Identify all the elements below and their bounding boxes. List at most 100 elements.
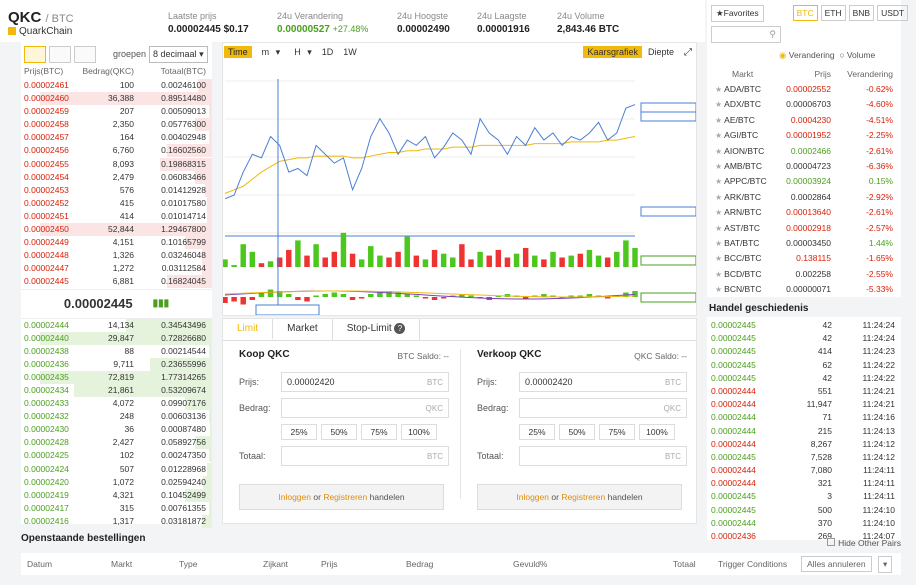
market-row[interactable]: ★ ADA/BTC 0.00002552 -0.62%: [707, 82, 897, 97]
orderbook-row[interactable]: 0.00002452 415 0.01017580: [21, 196, 212, 210]
market-row[interactable]: ★ AST/BTC 0.00002918 -2.57%: [707, 221, 897, 236]
star-icon[interactable]: ★: [715, 177, 723, 187]
orderbook-row[interactable]: 0.00002448 1,326 0.03246048: [21, 249, 212, 263]
buy-100-button[interactable]: 100%: [401, 424, 437, 440]
star-icon[interactable]: ★: [715, 115, 723, 125]
star-icon[interactable]: ★: [715, 146, 723, 156]
orderbook-row[interactable]: 0.00002450 52,844 1.29467800: [21, 223, 212, 237]
star-icon[interactable]: ★: [715, 285, 723, 295]
tab-market[interactable]: Market: [273, 319, 333, 340]
orderbook-row[interactable]: 0.00002424 507 0.01228968: [21, 462, 212, 476]
star-icon[interactable]: ★: [715, 254, 723, 264]
buy-50-button[interactable]: 50%: [321, 424, 357, 440]
star-icon[interactable]: ★: [715, 131, 723, 141]
orderbook-row[interactable]: 0.00002449 4,151 0.10165799: [21, 236, 212, 250]
orderbook-row[interactable]: 0.00002461 100 0.00246100: [21, 79, 212, 92]
buy-75-button[interactable]: 75%: [361, 424, 397, 440]
interval-week[interactable]: 1W: [343, 47, 357, 57]
market-row[interactable]: ★ BCD/BTC 0.002258 -2.55%: [707, 267, 897, 282]
orderbook-row[interactable]: 0.00002459 207 0.00509013: [21, 105, 212, 119]
orderbook-row[interactable]: 0.00002444 14,134 0.34543496: [21, 318, 212, 332]
col-market[interactable]: Markt: [732, 69, 754, 79]
star-icon[interactable]: ★: [715, 161, 723, 171]
chart-canvas[interactable]: [222, 61, 697, 316]
orderbook-row[interactable]: 0.00002430 36 0.00087480: [21, 423, 212, 437]
interval-minute[interactable]: m ▾: [261, 46, 281, 57]
radio-change[interactable]: ◉ Verandering: [779, 50, 835, 60]
orderbook-row[interactable]: 0.00002432 248 0.00603136: [21, 410, 212, 424]
orderbook-row[interactable]: 0.00002433 4,072 0.09907176: [21, 397, 212, 411]
quote-eth[interactable]: ETH: [820, 5, 846, 21]
market-row[interactable]: ★ AGI/BTC 0.00001952 -2.25%: [707, 128, 897, 143]
coin-name[interactable]: QuarkChain: [8, 26, 72, 37]
orderbook-row[interactable]: 0.00002425 102 0.00247350: [21, 449, 212, 463]
orderbook-row[interactable]: 0.00002436 9,711 0.23655996: [21, 357, 212, 371]
tab-limit[interactable]: Limit: [223, 319, 274, 340]
quote-btc[interactable]: BTC: [792, 5, 818, 21]
orderbook-row[interactable]: 0.00002453 576 0.01412928: [21, 183, 212, 197]
sell-100-button[interactable]: 100%: [639, 424, 675, 440]
market-row[interactable]: ★ ADX/BTC 0.00006703 -4.60%: [707, 97, 897, 112]
star-icon[interactable]: ★: [715, 100, 723, 110]
search-input[interactable]: ⚲: [711, 26, 781, 43]
buy-login-button[interactable]: Inloggen or Registreren handelen: [239, 484, 444, 510]
orderbook-row[interactable]: 0.00002434 21,861 0.53209674: [21, 383, 212, 397]
orderbook-row[interactable]: 0.00002438 88 0.00214544: [21, 344, 212, 358]
sell-75-button[interactable]: 75%: [599, 424, 635, 440]
market-row[interactable]: ★ BCN/BTC 0.00000071 -5.33%: [707, 282, 897, 297]
orderbook-row[interactable]: 0.00002456 6,760 0.16602560: [21, 144, 212, 158]
hide-other-pairs[interactable]: Hide Other Pairs: [827, 538, 901, 548]
orderbook-row[interactable]: 0.00002417 315 0.00761355: [21, 501, 212, 515]
orderbook-row[interactable]: 0.00002451 414 0.01014714: [21, 209, 212, 223]
quote-usdt[interactable]: USDT: [877, 5, 909, 21]
quote-bnb[interactable]: BNB: [848, 5, 875, 21]
kline-button[interactable]: Kaarsgrafiek: [583, 46, 642, 58]
market-row[interactable]: ★ BCC/BTC 0.138115 -1.65%: [707, 251, 897, 266]
sell-amount-input[interactable]: QKC: [519, 398, 687, 418]
market-row[interactable]: ★ APPC/BTC 0.00003924 0.15%: [707, 174, 897, 189]
buy-total-input[interactable]: BTC: [281, 446, 449, 466]
sell-25-button[interactable]: 25%: [519, 424, 555, 440]
sell-total-input[interactable]: BTC: [519, 446, 687, 466]
sell-50-button[interactable]: 50%: [559, 424, 595, 440]
radio-volume[interactable]: ○ Volume: [839, 50, 876, 60]
orderbook-row[interactable]: 0.00002445 6,881 0.16824045: [21, 275, 212, 289]
star-icon[interactable]: ★: [715, 238, 723, 248]
favorites-tab[interactable]: ★Favorites: [711, 4, 764, 22]
orderbook-row[interactable]: 0.00002454 2,479 0.06083466: [21, 170, 212, 184]
orderbook-row[interactable]: 0.00002458 2,350 0.05776300: [21, 118, 212, 132]
orderbook-row[interactable]: 0.00002419 4,321 0.10452499: [21, 488, 212, 502]
buy-25-button[interactable]: 25%: [281, 424, 317, 440]
star-icon[interactable]: ★: [715, 269, 723, 279]
orderbook-row[interactable]: 0.00002440 29,847 0.72826680: [21, 331, 212, 345]
star-icon[interactable]: ★: [715, 192, 723, 202]
cancel-all-button[interactable]: Alles annuleren: [801, 556, 872, 572]
star-icon[interactable]: ★: [715, 223, 723, 233]
tab-stop-limit[interactable]: Stop-Limit ?: [333, 319, 421, 340]
col-change[interactable]: Verandering: [847, 69, 893, 79]
col-mprice[interactable]: Prijs: [814, 69, 831, 79]
market-row[interactable]: ★ AE/BTC 0.0004230 -4.51%: [707, 113, 897, 128]
orderbook-row[interactable]: 0.00002428 2,427 0.05892756: [21, 436, 212, 450]
orderbook-row[interactable]: 0.00002455 8,093 0.19868315: [21, 157, 212, 171]
star-icon[interactable]: ★: [715, 208, 723, 218]
market-row[interactable]: ★ BAT/BTC 0.00003450 1.44%: [707, 236, 897, 251]
market-row[interactable]: ★ ARN/BTC 0.00013640 -2.61%: [707, 205, 897, 220]
market-row[interactable]: ★ ARK/BTC 0.0002864 -2.92%: [707, 190, 897, 205]
view-both-icon[interactable]: [24, 45, 46, 63]
chevron-down-icon[interactable]: ▾: [878, 556, 893, 573]
view-sell-icon[interactable]: [74, 45, 96, 63]
orderbook-row[interactable]: 0.00002420 1,072 0.02594240: [21, 475, 212, 489]
interval-time[interactable]: Time: [224, 46, 252, 58]
orderbook-row[interactable]: 0.00002447 1,272 0.03112584: [21, 262, 212, 276]
view-buy-icon[interactable]: [49, 45, 71, 63]
sell-price-input[interactable]: 0.00002420 BTC: [519, 372, 687, 392]
star-icon[interactable]: ★: [715, 85, 723, 94]
price-chart[interactable]: Time m ▾ H ▾ 1D 1W Kaarsgrafiek Diepte ⤢: [222, 42, 697, 316]
orderbook-row[interactable]: 0.00002457 164 0.00402948: [21, 131, 212, 145]
depth-button[interactable]: Diepte: [647, 47, 674, 57]
decimal-select[interactable]: 8 decimaal ▾: [149, 45, 208, 63]
buy-price-input[interactable]: 0.00002420 BTC: [281, 372, 449, 392]
orderbook-row[interactable]: 0.00002460 36,388 0.89514480: [21, 92, 212, 106]
orderbook-row[interactable]: 0.00002416 1,317 0.03181872: [21, 514, 212, 528]
